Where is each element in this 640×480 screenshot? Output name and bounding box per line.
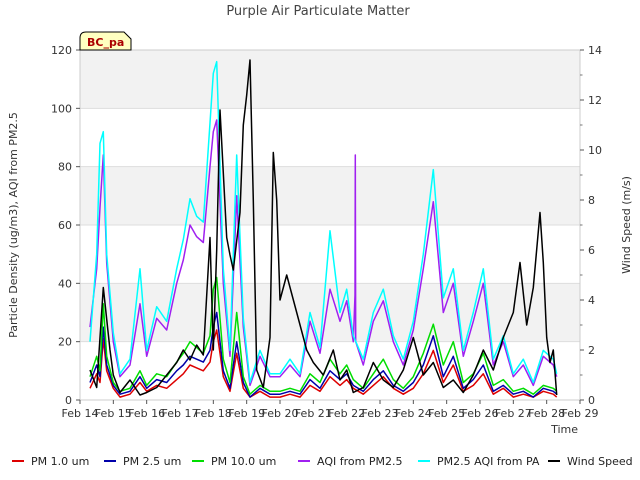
legend-label-pm2-5-aqi-from-pa: PM2.5 AQI from PA: [437, 455, 540, 468]
x-tick-label: Feb 19: [228, 407, 265, 420]
series-line-pm-1-0-um: [89, 329, 558, 398]
background-bands: [80, 50, 580, 400]
x-tick-label: Feb 22: [328, 407, 365, 420]
y-tick-label: 40: [58, 277, 72, 290]
y-axis-ticks: 0 20 40 60 80 100 120: [51, 44, 80, 407]
y2-axis-label: Wind Speed (m/s): [620, 176, 633, 274]
y2-tick-label: 10: [588, 144, 602, 157]
x-tick-label: Feb 20: [262, 407, 299, 420]
legend: PM 1.0 um PM 2.5 um PM 10.0 um AQI from PM2…: [12, 455, 633, 468]
y-tick-label: 60: [58, 219, 72, 232]
y-tick-label: 80: [58, 161, 72, 174]
x-tick-label: Feb 24: [395, 407, 432, 420]
y-tick-label: 0: [65, 394, 72, 407]
x-tick-label: Feb 21: [295, 407, 332, 420]
y-tick-label: 20: [58, 336, 72, 349]
chart-title: Purple Air Particulate Matter: [226, 4, 410, 19]
y-tick-label: 100: [51, 102, 72, 115]
series-line-pm2-5-aqi-from-pa: [89, 60, 558, 384]
y-band: [80, 108, 580, 167]
x-tick-label: Feb 25: [428, 407, 465, 420]
x-tick-label: Feb 18: [195, 407, 232, 420]
y2-tick-label: 4: [588, 294, 595, 307]
x-tick-label: Feb 17: [162, 407, 199, 420]
station-badge: BC_pa: [79, 31, 132, 51]
badge-label: BC_pa: [87, 36, 124, 49]
y-axis-label: Particle Density (ug/m3), AQI from PM2.5: [7, 112, 20, 338]
legend-label-aqi-from-pm2-5: AQI from PM2.5: [317, 455, 402, 468]
y2-tick-label: 2: [588, 344, 595, 357]
legend-label-wind-speed: Wind Speed: [567, 455, 633, 468]
x-tick-label: Feb 16: [128, 407, 165, 420]
y-band: [80, 166, 580, 225]
legend-label-pm-1-0-um: PM 1.0 um: [31, 455, 89, 468]
series-line-aqi-from-pm2-5: [89, 119, 558, 387]
x-tick-label: Feb 26: [462, 407, 499, 420]
y2-tick-label: 14: [588, 44, 602, 57]
x-tick-label: Feb 27: [495, 407, 532, 420]
series-line-pm-10-0-um: [89, 276, 558, 395]
y2-tick-label: 8: [588, 194, 595, 207]
series-line-wind-speed: [89, 59, 558, 396]
badge-box: [79, 31, 132, 51]
x-tick-label: Feb 23: [362, 407, 399, 420]
x-tick-label: Feb 28: [528, 407, 565, 420]
series-layer: [89, 59, 558, 398]
y2-tick-label: 6: [588, 244, 595, 257]
x-tick-label: Feb 14: [62, 407, 99, 420]
y2-axis-ticks: 0 2 4 6 8 10 12 14: [580, 44, 602, 407]
y2-tick-label: 0: [588, 394, 595, 407]
x-tick-label: Feb 29: [562, 407, 599, 420]
legend-label-pm-2-5-um: PM 2.5 um: [123, 455, 181, 468]
x-axis-label: Time: [550, 423, 578, 436]
x-tick-label: Feb 15: [95, 407, 132, 420]
y-band: [80, 50, 580, 109]
series-line-pm-2-5-um: [89, 311, 558, 398]
y2-tick-label: 12: [588, 94, 602, 107]
y-tick-label: 120: [51, 44, 72, 57]
legend-label-pm-10-0-um: PM 10.0 um: [211, 455, 276, 468]
